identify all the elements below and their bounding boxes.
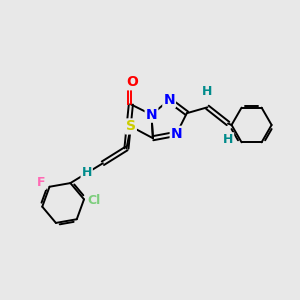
Text: N: N <box>163 93 175 107</box>
Text: H: H <box>223 133 233 146</box>
Text: Cl: Cl <box>88 194 101 207</box>
Text: N: N <box>171 127 182 141</box>
Text: F: F <box>37 176 46 189</box>
Text: H: H <box>82 167 92 179</box>
Text: O: O <box>126 75 138 89</box>
Text: S: S <box>126 119 136 134</box>
Text: H: H <box>202 85 213 98</box>
Text: N: N <box>146 108 157 122</box>
